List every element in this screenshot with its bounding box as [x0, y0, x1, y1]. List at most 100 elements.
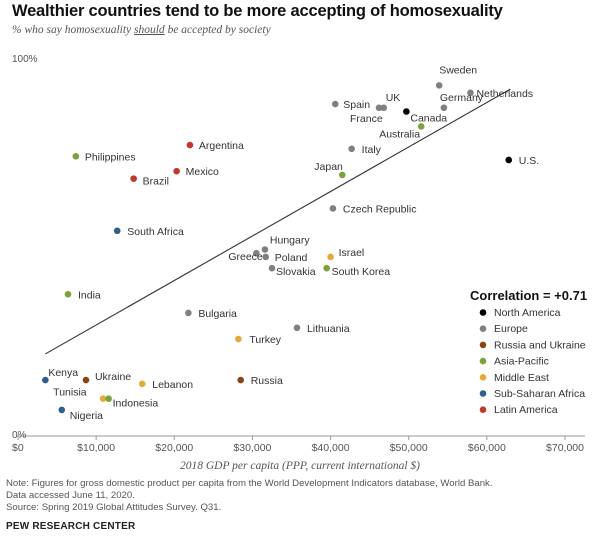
- x-tick-label: $60,000: [468, 442, 506, 454]
- legend-marker: [479, 390, 487, 397]
- source-line: Source: Spring 2019 Global Attitudes Sur…: [6, 502, 222, 513]
- data-point-israel: [327, 253, 334, 261]
- data-point-sweden: [435, 82, 443, 89]
- x-tick-label: $70,000: [546, 442, 584, 454]
- data-point-philippines: [72, 152, 80, 160]
- data-point-russia: [237, 376, 245, 384]
- footer-notes: Note: Figures for gross domestic product…: [6, 478, 493, 514]
- legend-marker: [479, 406, 487, 414]
- data-point-czech-republic: [329, 205, 337, 212]
- point-label-canada: Canada: [410, 112, 447, 124]
- x-tick-label: $10,000: [77, 442, 115, 454]
- data-point-argentina: [186, 141, 194, 149]
- point-label-ukraine: Ukraine: [95, 371, 131, 383]
- organization-label: PEW RESEARCH CENTER: [6, 521, 136, 532]
- legend-label: Asia-Pacific: [494, 356, 549, 368]
- x-tick-label: $0: [12, 442, 24, 454]
- trend-line: [45, 88, 511, 355]
- data-point-uk: [380, 104, 388, 112]
- point-label-sweden: Sweden: [439, 64, 477, 76]
- data-point-spain: [331, 100, 339, 108]
- point-label-brazil: Brazil: [143, 176, 169, 188]
- legend-marker: [479, 325, 487, 333]
- data-point-lithuania: [293, 324, 301, 332]
- legend-marker: [479, 341, 487, 349]
- data-point-italy: [348, 145, 355, 153]
- subtitle-emphasis: should: [134, 24, 165, 36]
- data-point-netherlands: [467, 89, 474, 97]
- point-label-turkey: Turkey: [249, 334, 281, 346]
- data-point-india: [64, 290, 72, 298]
- note-line-2: Data accessed June 11, 2020.: [6, 490, 135, 501]
- data-point-nigeria: [58, 406, 66, 414]
- data-point-hungary: [261, 246, 269, 253]
- point-label-philippines: Philippines: [85, 151, 136, 163]
- legend-marker: [479, 309, 487, 316]
- x-tick-label: $20,000: [155, 442, 193, 454]
- subtitle-post: be accepted by society: [164, 24, 271, 36]
- legend-marker: [479, 374, 487, 381]
- x-tick-label: $50,000: [390, 442, 428, 454]
- point-label-greece: Greece: [228, 251, 263, 263]
- data-point-tunisia: [99, 395, 107, 403]
- point-label-uk: UK: [386, 92, 401, 104]
- point-label-italy: Italy: [362, 144, 382, 156]
- point-label-netherlands: Netherlands: [476, 88, 533, 100]
- chart-subtitle: % who say homosexuality should be accept…: [12, 24, 271, 36]
- legend-label: Middle East: [494, 372, 549, 384]
- point-label-france: France: [350, 113, 383, 125]
- data-point-brazil: [130, 175, 137, 182]
- point-label-india: India: [78, 289, 101, 301]
- point-label-israel: Israel: [339, 247, 365, 259]
- point-label-argentina: Argentina: [199, 140, 244, 152]
- point-label-poland: Poland: [275, 252, 308, 264]
- data-point-poland: [262, 253, 270, 261]
- x-tick-label: $40,000: [312, 442, 350, 454]
- data-point-indonesia: [105, 395, 112, 403]
- note-line-1: Note: Figures for gross domestic product…: [6, 478, 493, 489]
- chart-title: Wealthier countries tend to be more acce…: [12, 2, 503, 20]
- point-label-japan: Japan: [314, 161, 343, 173]
- point-label-tunisia: Tunisia: [53, 387, 87, 399]
- data-point-greece: [253, 249, 260, 257]
- point-label-south-africa: South Africa: [127, 226, 184, 238]
- correlation-label: Correlation = +0.71: [470, 288, 587, 303]
- point-label-russia: Russia: [251, 375, 283, 387]
- legend-label: Russia and Ukraine: [494, 339, 586, 351]
- y-tick-label: 100%: [12, 54, 38, 65]
- data-point-u-s: [505, 156, 513, 164]
- data-point-south-africa: [113, 227, 121, 235]
- data-point-mexico: [173, 167, 180, 175]
- subtitle-pre: % who say homosexuality: [12, 24, 135, 36]
- point-label-spain: Spain: [343, 99, 370, 111]
- data-point-germany: [440, 104, 448, 112]
- data-point-turkey: [235, 335, 242, 343]
- data-point-canada: [403, 108, 410, 115]
- point-label-mexico: Mexico: [186, 166, 219, 178]
- point-label-bulgaria: Bulgaria: [198, 308, 237, 320]
- point-label-indonesia: Indonesia: [113, 398, 159, 410]
- point-label-u-s: U.S.: [519, 155, 539, 167]
- data-point-kenya: [42, 376, 49, 384]
- legend-marker: [479, 357, 487, 365]
- legend-label: Latin America: [494, 404, 558, 416]
- point-label-lithuania: Lithuania: [307, 323, 350, 335]
- data-point-slovakia: [268, 264, 276, 272]
- point-label-germany: Germany: [440, 92, 484, 104]
- data-point-south-korea: [323, 264, 330, 272]
- point-label-nigeria: Nigeria: [70, 410, 103, 422]
- point-label-hungary: Hungary: [270, 235, 310, 247]
- data-point-bulgaria: [185, 309, 192, 317]
- legend-label: Europe: [494, 323, 528, 335]
- y-tick-label: 0%: [12, 430, 27, 441]
- point-label-lebanon: Lebanon: [152, 379, 193, 391]
- x-axis-label: 2018 GDP per capita (PPP, current intern…: [180, 460, 420, 472]
- point-label-south-korea: South Korea: [332, 266, 391, 278]
- x-tick-label: $30,000: [233, 442, 271, 454]
- data-point-australia: [417, 123, 425, 130]
- point-label-australia: Australia: [379, 128, 420, 140]
- point-label-czech-republic: Czech Republic: [343, 203, 417, 215]
- scatter-plot: $0 $10,000 $20,000 $30,000 $40,000 $50,000 $60…: [12, 54, 587, 454]
- data-point-lebanon: [138, 380, 146, 388]
- data-point-japan: [338, 171, 346, 179]
